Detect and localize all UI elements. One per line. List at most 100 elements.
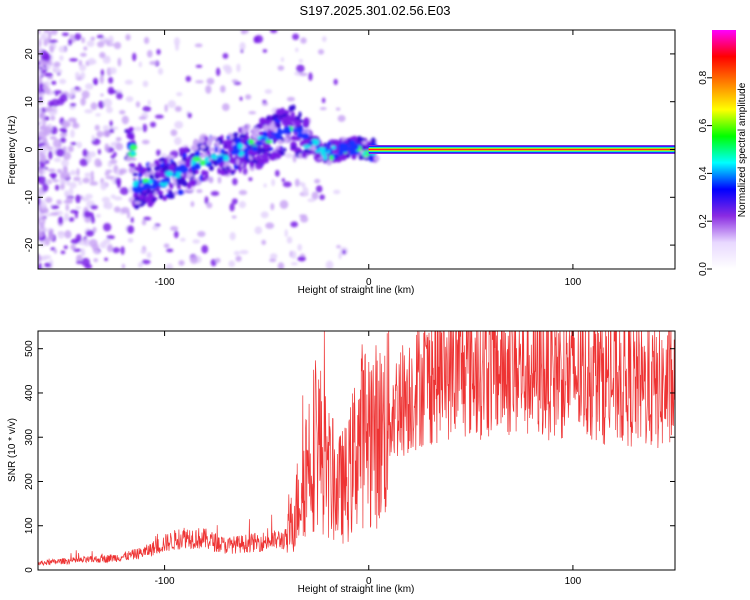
noise-blob (154, 114, 164, 119)
noise-blob (80, 97, 86, 106)
noise-blob (239, 42, 246, 51)
spectrogram-x-ticks: -100 0 100 (155, 30, 582, 288)
signal-blob (223, 146, 231, 150)
noise-blob (87, 57, 96, 65)
signal-blob (259, 117, 267, 125)
signal-blob (262, 124, 269, 132)
noise-blob (78, 59, 83, 66)
noise-blob (277, 65, 285, 71)
noise-blob (48, 150, 53, 160)
signal-blob (144, 196, 153, 203)
noise-blob (277, 262, 285, 269)
noise-blob (229, 203, 235, 212)
noise-blob (107, 86, 115, 95)
signal-blob (256, 146, 263, 155)
signal-blob (162, 195, 168, 201)
noise-blob (84, 172, 92, 178)
signal-core-blob (292, 128, 299, 133)
noise-blob (108, 128, 115, 134)
noise-blob (57, 98, 65, 106)
signal-blob (360, 146, 367, 151)
noise-blob (118, 168, 127, 175)
x-tick-label: -100 (155, 277, 175, 288)
noise-blob (115, 177, 122, 186)
noise-blob (110, 154, 116, 159)
noise-blob (138, 61, 143, 68)
noise-blob (315, 185, 323, 193)
signal-blob (275, 146, 280, 150)
signal-core-blob (296, 132, 306, 139)
signal-blob (374, 155, 380, 162)
noise-blob (229, 231, 236, 241)
y-tick-label: 100 (24, 517, 35, 534)
signal-core-blob (160, 179, 168, 183)
y-tick-label: -20 (24, 237, 35, 252)
noise-blob (75, 205, 81, 210)
noise-blob (55, 69, 63, 74)
noise-blob (195, 64, 203, 68)
noise-blob (298, 181, 304, 186)
noise-blob (206, 202, 213, 209)
signal-blob (189, 179, 198, 187)
noise-blob (274, 169, 280, 177)
noise-blob (75, 194, 81, 204)
snr-y-ticks: 0 100 200 300 400 500 (24, 340, 675, 573)
noise-blob (124, 79, 133, 85)
noise-blob (102, 125, 110, 131)
noise-blob (317, 49, 325, 55)
noise-blob (65, 180, 71, 186)
noise-blob (284, 152, 293, 159)
signal-core-blob (339, 142, 347, 147)
noise-blob (104, 172, 110, 176)
noise-blob (81, 251, 86, 257)
signal-blob (167, 195, 175, 199)
noise-blob (295, 47, 299, 53)
noise-blob (82, 177, 90, 184)
signal-blob (128, 166, 136, 174)
noise-blob (286, 236, 293, 244)
noise-blob (135, 101, 141, 108)
noise-blob (103, 222, 112, 232)
signal-core-blob (338, 145, 347, 153)
noise-blob (319, 194, 325, 201)
noise-blob (96, 41, 105, 48)
noise-blob (61, 159, 69, 168)
signal-blob (304, 117, 309, 125)
noise-blob (109, 67, 117, 75)
y-tick-label: 10 (24, 96, 35, 108)
noise-blob (149, 121, 157, 128)
carrier-band (368, 148, 675, 151)
signal-blob (192, 169, 196, 176)
signal-core-blob (308, 140, 314, 145)
x-tick-label: 0 (366, 576, 372, 587)
noise-blob (157, 67, 164, 75)
y-tick-label: 20 (24, 48, 35, 60)
signal-blob (246, 123, 251, 130)
noise-blob (282, 181, 292, 188)
noise-blob (73, 248, 82, 252)
noise-blob (270, 203, 275, 211)
signal-blob (134, 201, 141, 205)
noise-blob (44, 116, 50, 121)
noise-blob (245, 94, 252, 100)
noise-blob (38, 99, 45, 106)
noise-blob (47, 36, 52, 44)
noise-blob (194, 43, 203, 48)
noise-blob (269, 30, 278, 34)
noise-blob (69, 103, 77, 107)
noise-blob (119, 187, 129, 196)
noise-blob (102, 130, 111, 138)
noise-blob (74, 86, 80, 90)
noise-blob (298, 58, 303, 63)
noise-blob (173, 230, 179, 239)
signal-blob (285, 121, 293, 126)
noise-blob (65, 204, 70, 212)
signal-blob (169, 184, 173, 189)
noise-blob (217, 176, 222, 184)
noise-blob (58, 216, 63, 225)
noise-blob (79, 158, 89, 167)
signal-core-blob (204, 156, 210, 161)
signal-core-blob (192, 156, 202, 162)
noise-blob (48, 232, 54, 241)
noise-blob (300, 215, 309, 223)
